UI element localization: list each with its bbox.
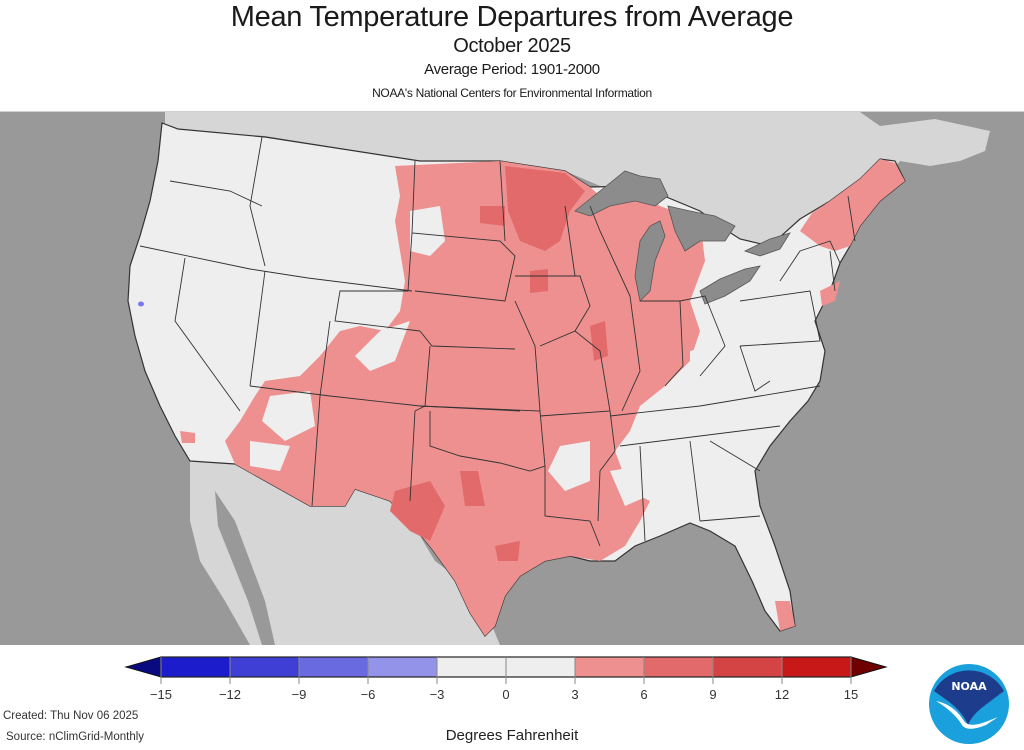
map-title: Mean Temperature Departures from Average <box>230 1 794 33</box>
canada-landmass <box>165 112 990 301</box>
colorbar-bin-9 <box>713 657 782 677</box>
created-date: Created: Thu Nov 06 2025 <box>3 710 139 722</box>
noaa-logo: NOAA <box>928 663 1010 745</box>
noaa-logo-text: NOAA <box>951 680 987 693</box>
colorbar-bin-1 <box>161 657 230 677</box>
colorbar-bin-5 <box>437 657 506 677</box>
colorbar-tick-label: −12 <box>218 687 242 702</box>
cool-anomaly-spot <box>138 301 144 307</box>
colorbar-bin-2 <box>230 657 299 677</box>
colorbar-bin-10 <box>782 657 851 677</box>
temperature-colorbar <box>120 653 895 708</box>
legend-units: Degrees Fahrenheit <box>445 727 579 744</box>
colorbar-tick-label: 0 <box>502 687 510 702</box>
warm-anomaly-6-to-9 <box>390 166 608 561</box>
noaa-logo-top-icon <box>934 670 1004 725</box>
map-subtitle: October 2025 <box>453 35 571 57</box>
mexico-landmass <box>190 461 500 645</box>
colorbar-tick-label: −15 <box>149 687 173 702</box>
colorbar-tick-label: −9 <box>291 687 307 702</box>
colorbar-above-max-arrow <box>850 656 888 678</box>
colorbar-bin-8 <box>644 657 713 677</box>
state-borders <box>139 136 856 547</box>
noaa-logo-gull-icon <box>936 701 998 729</box>
data-source: Source: nClimGrid-Monthly <box>6 731 145 743</box>
colorbar-bin-4 <box>368 657 437 677</box>
near-normal-patches <box>250 206 710 506</box>
great-lakes <box>574 170 791 305</box>
baja-gulf <box>215 491 275 645</box>
colorbar-bin-6 <box>506 657 575 677</box>
warm-anomaly-3-to-6 <box>180 159 905 636</box>
colorbar-tick-label: −6 <box>360 687 376 702</box>
colorbar-tick-label: 3 <box>571 687 579 702</box>
colorbar-below-min-arrow <box>124 656 162 678</box>
colorbar-tick-label: 6 <box>640 687 648 702</box>
colorbar-tick-label: 15 <box>843 687 859 702</box>
colorbar-bin-3 <box>299 657 368 677</box>
average-period: Average Period: 1901-2000 <box>424 61 600 78</box>
organization-credit: NOAA's National Centers for Environmenta… <box>372 86 652 100</box>
colorbar-bin-7 <box>575 657 644 677</box>
colorbar-tick-label: 9 <box>709 687 717 702</box>
temperature-departure-map <box>0 111 1024 645</box>
colorbar-tick-label: −3 <box>429 687 445 702</box>
colorbar-tick-label: 12 <box>774 687 790 702</box>
